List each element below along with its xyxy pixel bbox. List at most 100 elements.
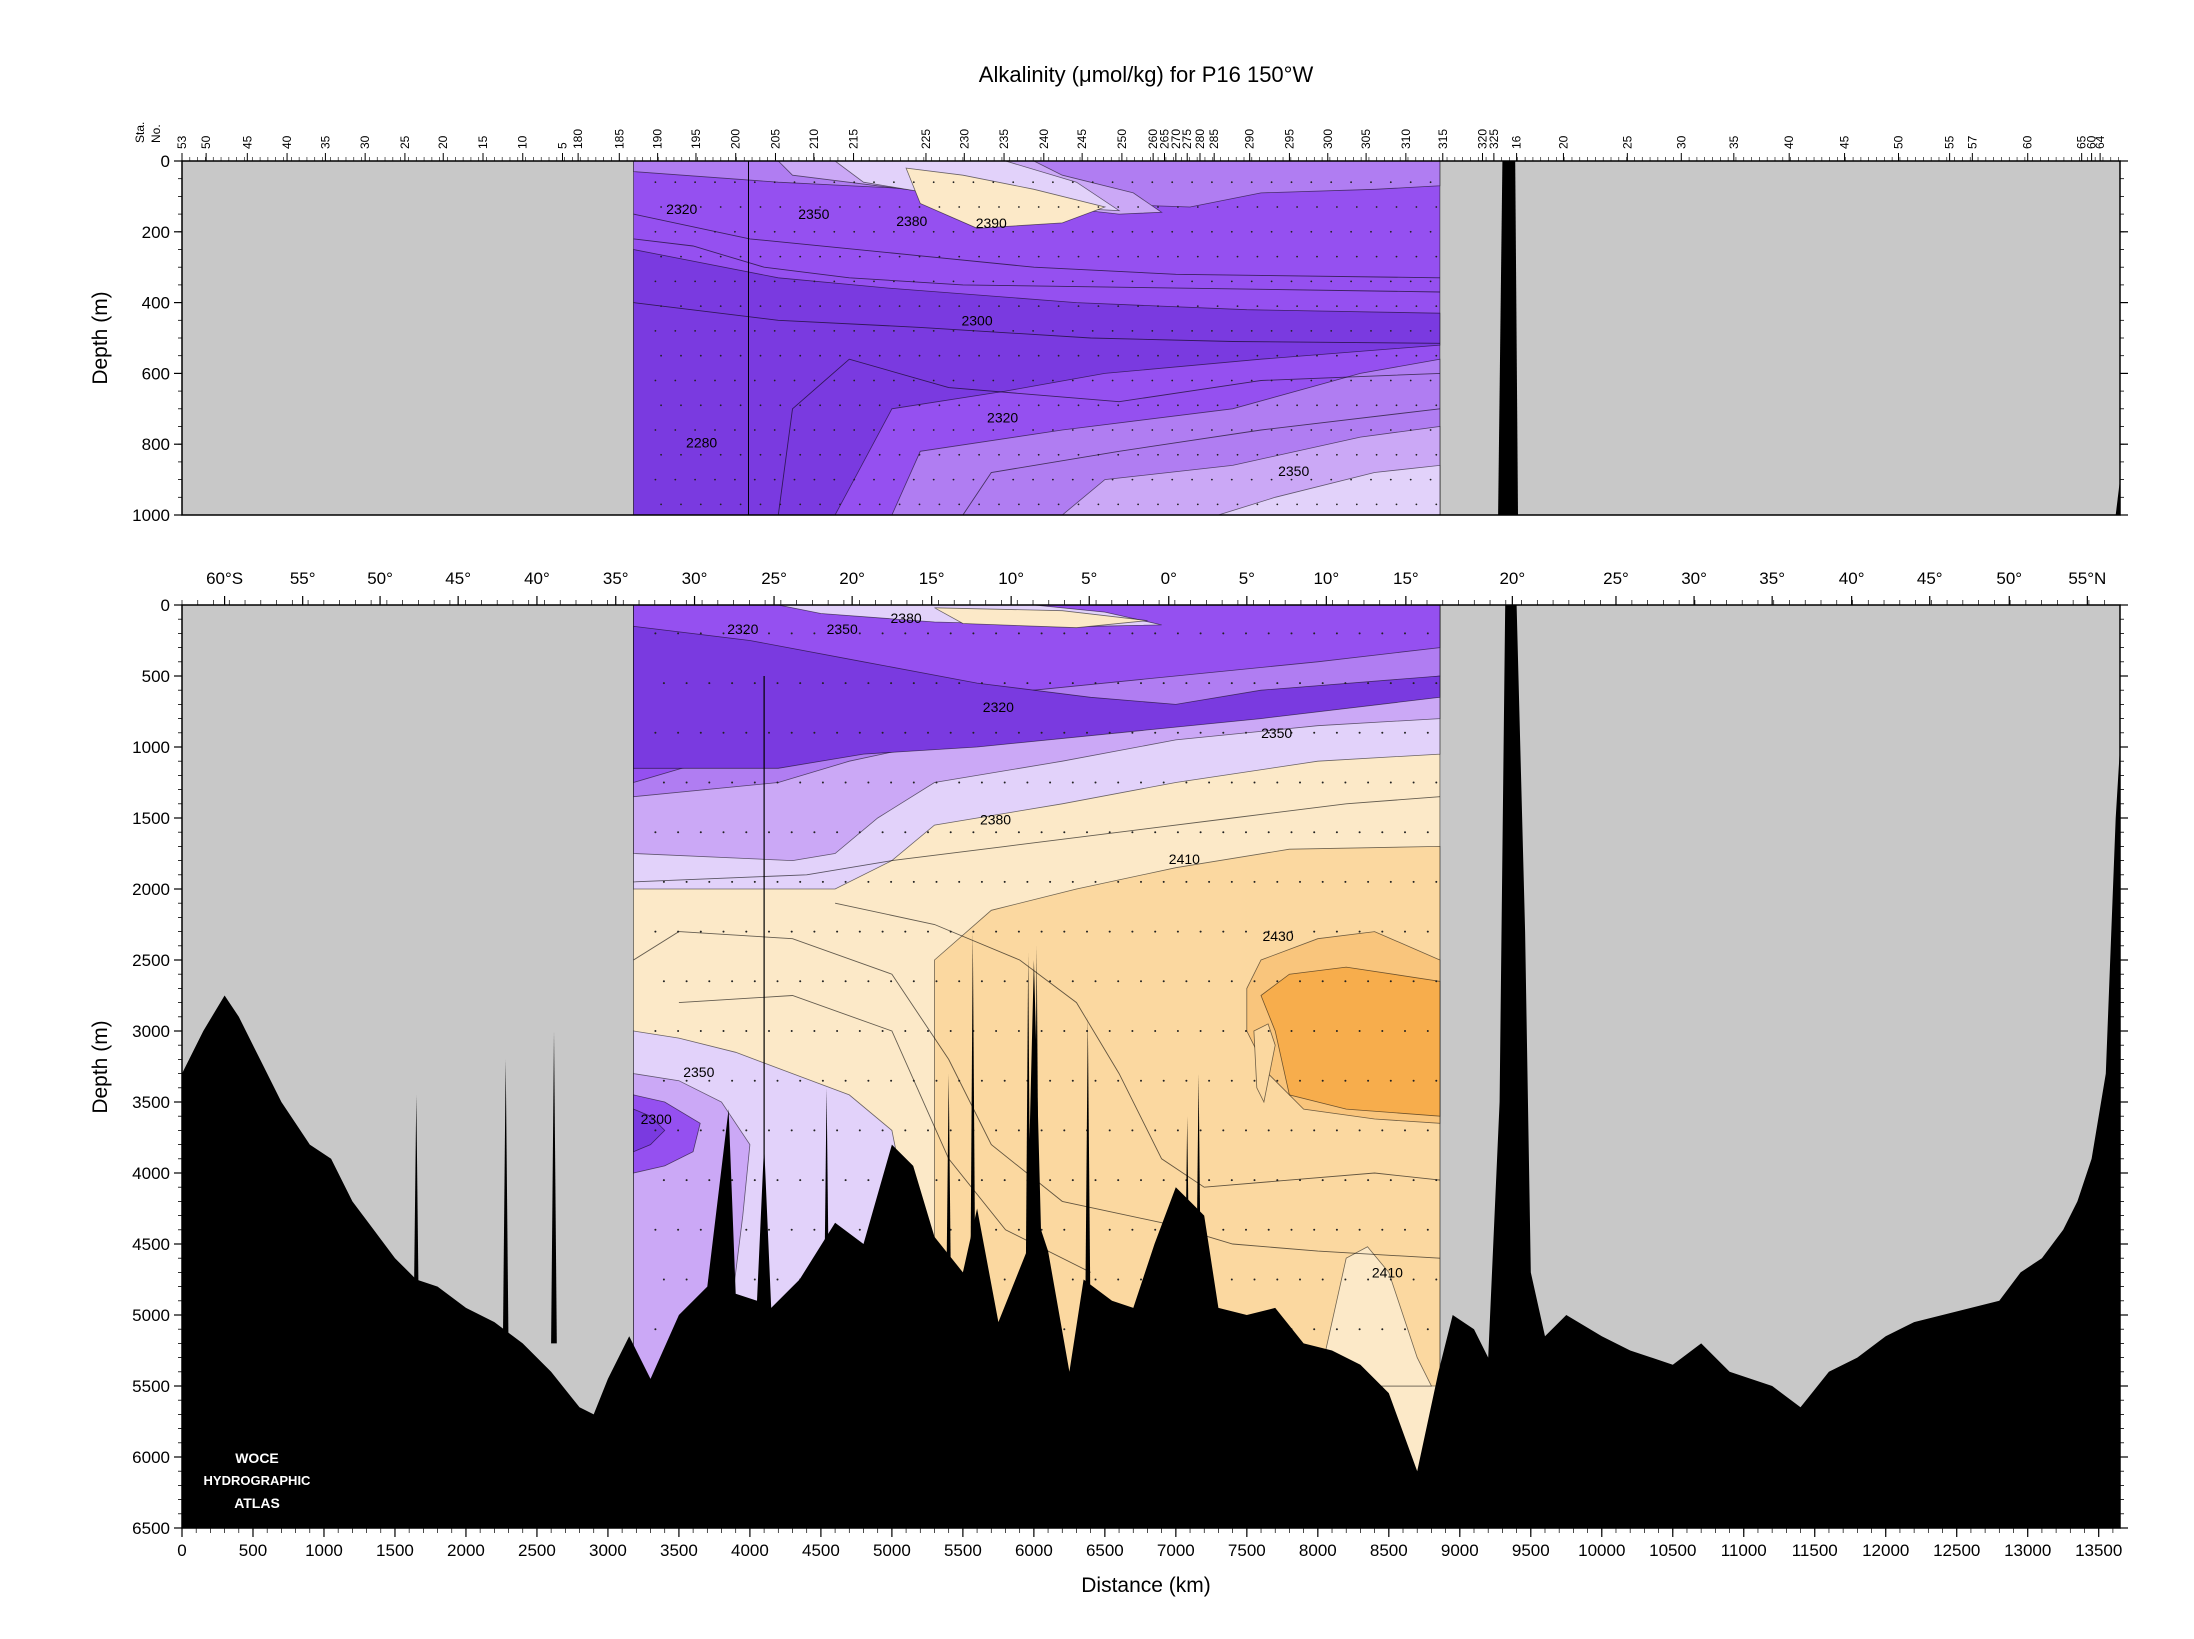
top-sample-dot xyxy=(1310,230,1313,233)
top-sample-dot xyxy=(1097,305,1100,307)
bottom-sample-dot xyxy=(813,831,816,834)
bottom-sample-dot xyxy=(1367,682,1370,685)
latitude-tick-label: 45° xyxy=(1917,569,1943,588)
bottom-y-tick-label: 5500 xyxy=(132,1377,170,1396)
top-sample-dot xyxy=(1296,503,1298,506)
station-tick-label: 15 xyxy=(476,135,490,149)
top-sample-dot xyxy=(759,453,762,456)
bottom-sample-dot xyxy=(745,1129,748,1132)
top-sample-dot xyxy=(972,478,975,481)
bottom-sample-dot xyxy=(1049,880,1052,883)
bottom-sample-dot xyxy=(768,1030,770,1032)
top-sample-dot xyxy=(813,230,816,233)
bottom-sample-dot xyxy=(927,632,929,635)
latitude-tick-label: 25° xyxy=(761,569,787,588)
bottom-sample-dot xyxy=(1358,831,1361,834)
bottom-seafloor xyxy=(182,605,2120,1528)
top-sample-dot xyxy=(1097,503,1100,506)
contour-label: 2350 xyxy=(683,1064,714,1080)
bottom-sample-dot xyxy=(768,731,770,734)
bottom-sample-dot xyxy=(1040,632,1043,635)
bottom-sample-dot xyxy=(745,1228,748,1231)
top-sample-dot xyxy=(694,181,696,184)
top-sample-dot xyxy=(699,255,702,258)
x-tick-label: 4000 xyxy=(731,1541,769,1560)
top-sample-dot xyxy=(1336,354,1338,357)
bottom-sample-dot xyxy=(1199,731,1202,734)
bottom-sample-dot xyxy=(912,781,915,784)
latitude-tick-label: 50° xyxy=(1996,569,2022,588)
station-tick-label: 320 xyxy=(1476,129,1490,149)
bottom-sample-dot xyxy=(927,1129,929,1132)
top-sample-dot xyxy=(1171,230,1174,233)
top-sample-dot xyxy=(1077,453,1080,456)
top-sample-dot xyxy=(932,230,935,233)
top-sample-dot xyxy=(779,255,782,258)
top-sample-dot xyxy=(1290,478,1293,481)
top-sample-dot xyxy=(932,429,935,431)
top-sample-dot xyxy=(1057,255,1060,258)
bottom-sample-dot xyxy=(1344,1278,1347,1281)
station-tick-label: 315 xyxy=(1436,129,1450,149)
top-sample-dot xyxy=(759,255,762,258)
top-sample-dot xyxy=(839,206,841,208)
bottom-sample-dot xyxy=(958,1079,961,1082)
top-sample-dot xyxy=(952,379,955,382)
top-sample-dot xyxy=(1296,305,1298,307)
top-sample-dot xyxy=(1250,429,1253,431)
bottom-sample-dot xyxy=(1003,980,1006,983)
bottom-sample-dot xyxy=(1086,1030,1088,1032)
top-sample-dot xyxy=(739,255,742,258)
seamount-spike xyxy=(413,1094,420,1344)
station-tick-label: 325 xyxy=(1487,129,1501,149)
bottom-sample-dot xyxy=(1063,930,1066,933)
bottom-sample-dot xyxy=(890,682,893,685)
top-sample-dot xyxy=(1057,354,1060,357)
latitude-tick-label: 55°N xyxy=(2068,569,2106,588)
bottom-sample-dot xyxy=(799,880,802,883)
bottom-sample-dot xyxy=(1404,1328,1406,1331)
bottom-sample-dot xyxy=(722,831,725,834)
bottom-sample-dot xyxy=(753,880,756,883)
bottom-sample-dot xyxy=(821,1179,824,1182)
top-sample-dot xyxy=(893,181,895,184)
top-sample-dot xyxy=(1071,330,1074,332)
bottom-sample-dot xyxy=(1230,880,1233,883)
bottom-sample-dot xyxy=(768,1129,770,1132)
bottom-sample-dot xyxy=(685,1079,688,1082)
top-sample-dot xyxy=(1310,429,1313,431)
top-sample-dot xyxy=(793,429,796,431)
station-tick-label: 50 xyxy=(1892,135,1906,149)
bottom-sample-dot xyxy=(1162,781,1165,784)
top-sample-dot xyxy=(1336,206,1338,208)
top-sample-dot xyxy=(654,230,657,233)
bottom-sample-dot xyxy=(1162,980,1165,983)
bottom-sample-dot xyxy=(1335,731,1338,734)
bottom-sample-dot xyxy=(836,731,839,734)
top-sample-dot xyxy=(1191,379,1193,382)
top-sample-dot xyxy=(898,206,901,208)
bottom-sample-dot xyxy=(1267,1030,1270,1032)
latitude-tick-label: 5° xyxy=(1081,569,1097,588)
station-tick-label: 195 xyxy=(689,129,703,149)
bottom-sample-dot xyxy=(858,831,861,834)
top-y-tick-label: 1000 xyxy=(132,506,170,525)
top-sample-dot xyxy=(1330,478,1333,481)
top-sample-dot xyxy=(958,354,961,357)
top-sample-dot xyxy=(793,230,796,233)
top-sample-dot xyxy=(1375,305,1378,307)
top-sample-dot xyxy=(1409,280,1412,283)
x-tick-label: 8500 xyxy=(1370,1541,1408,1560)
top-sample-dot xyxy=(938,503,941,506)
top-isoline-2 xyxy=(633,302,1440,344)
top-sample-dot xyxy=(1256,453,1259,456)
top-sample-dot xyxy=(773,280,776,283)
top-sample-dot xyxy=(1091,379,1094,382)
bottom-sample-dot xyxy=(904,1129,907,1132)
bottom-sample-dot xyxy=(995,1030,998,1032)
top-sample-dot xyxy=(1355,255,1358,258)
bottom-sample-dot xyxy=(1381,731,1384,734)
bottom-sample-dot xyxy=(1426,1030,1429,1032)
top-sample-dot xyxy=(1415,354,1418,357)
bottom-sample-dot xyxy=(972,930,975,933)
